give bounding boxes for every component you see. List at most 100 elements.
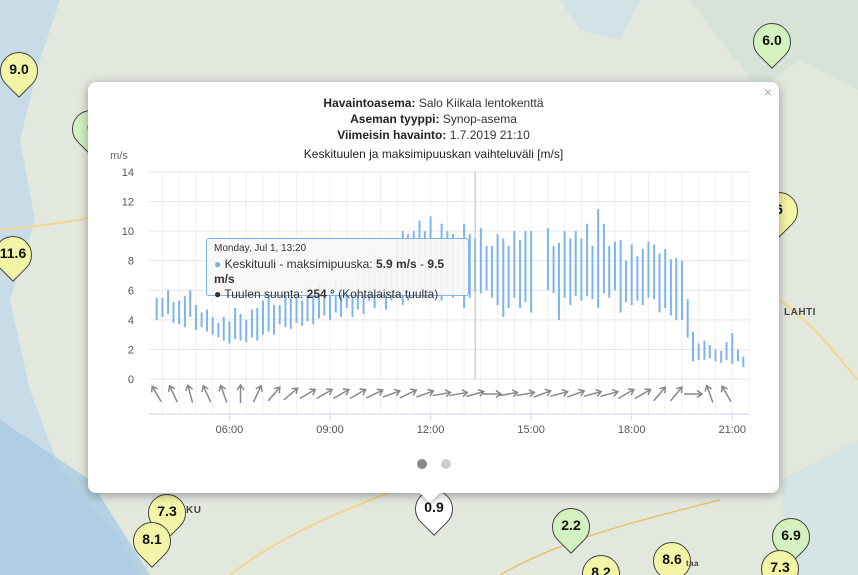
wind-range-bar <box>479 228 482 294</box>
arrow-head <box>185 384 194 392</box>
arrow-head <box>644 388 652 396</box>
wind-direction-arrow <box>349 388 367 400</box>
arrow-shaft <box>466 390 485 398</box>
weather-marker[interactable]: 2.2 <box>544 500 598 554</box>
wind-direction-arrow <box>167 384 178 403</box>
wind-range-bar <box>155 297 158 320</box>
weather-marker[interactable]: 11.6 <box>0 228 40 282</box>
wind-range-bar <box>552 245 555 294</box>
arrow-head <box>325 388 334 396</box>
wind-direction-arrow <box>218 384 228 403</box>
arrow-head <box>578 388 586 397</box>
wind-direction-arrow <box>416 388 435 398</box>
wind-range-bar <box>468 234 471 298</box>
arrow-head <box>444 389 452 398</box>
arrow-head <box>427 388 435 397</box>
wind-range-bar <box>647 241 650 298</box>
arrow-head <box>528 389 536 398</box>
wind-range-bar <box>557 242 560 320</box>
arrow-shaft <box>516 391 535 397</box>
wind-range-bar <box>183 296 186 328</box>
arrow-shaft <box>283 387 299 401</box>
arrow-shaft <box>721 385 732 403</box>
x-tick-label: 09:00 <box>316 424 344 436</box>
arrow-head <box>255 384 263 392</box>
arrow-shaft <box>316 388 333 400</box>
wind-direction-arrow <box>185 384 194 403</box>
wind-range-bar <box>708 344 711 359</box>
weather-marker[interactable]: 8.1 <box>125 514 179 568</box>
city-label: taa <box>686 559 700 568</box>
wind-range-bar <box>211 316 214 335</box>
wind-range-bar <box>261 300 264 335</box>
wind-range-bar <box>613 241 616 291</box>
arrow-shaft <box>299 388 316 400</box>
wind-direction-arrow <box>366 388 384 399</box>
wind-direction-arrows <box>150 383 732 403</box>
pager-dot-active[interactable] <box>417 459 427 469</box>
chart-title: Keskituulen ja maksimipuuskan vaihteluvä… <box>303 147 564 161</box>
wind-direction-arrow <box>432 389 452 398</box>
wind-range-bar <box>530 231 533 313</box>
arrow-shaft <box>219 385 228 403</box>
wind-range-bar <box>205 309 208 332</box>
weather-marker[interactable]: 6.9 <box>764 510 818 564</box>
wind-range-bar <box>725 342 728 360</box>
wind-range-bar <box>720 350 723 363</box>
wind-range-bar <box>306 285 309 322</box>
wind-range-bar <box>273 305 276 335</box>
wind-range-bar <box>323 285 326 316</box>
wind-direction-arrow <box>236 383 245 403</box>
wind-range-bar <box>608 245 611 298</box>
close-icon[interactable]: × <box>763 84 772 100</box>
city-label: LAHTI <box>784 307 816 318</box>
arrow-head <box>595 388 603 397</box>
y-tick-label: 6 <box>128 285 134 297</box>
wind-range-bar <box>234 308 237 340</box>
wind-direction-arrow <box>566 388 586 398</box>
weather-marker-selected[interactable]: 0.9 <box>407 482 461 536</box>
wind-range-bar <box>228 321 231 344</box>
weather-marker[interactable]: 7.3 <box>140 486 194 540</box>
wind-range-bar <box>703 340 706 360</box>
wind-range-bar <box>267 296 270 332</box>
arrow-head <box>544 388 552 397</box>
wind-direction-arrow <box>720 385 732 403</box>
wind-direction-arrow <box>499 389 519 398</box>
arrow-shaft <box>499 391 518 397</box>
weather-marker[interactable]: 8.6 <box>645 534 699 575</box>
wind-range-bar <box>329 290 332 320</box>
arrow-head <box>511 389 519 398</box>
wind-range-bar <box>563 231 566 298</box>
wind-range-bar <box>200 312 203 328</box>
tooltip-direction-row: ● Tuulen suunta: 254 ° (Kohtalaista tuul… <box>214 287 461 302</box>
weather-marker[interactable]: 8.2 <box>574 547 628 575</box>
arrow-shaft <box>432 391 451 397</box>
weather-marker[interactable]: 6.0 <box>745 15 799 69</box>
arrow-shaft <box>267 386 281 402</box>
weather-marker[interactable]: 9.0 <box>0 44 46 98</box>
arrow-head <box>359 388 367 396</box>
pager-dot[interactable] <box>441 459 451 469</box>
arrow-shaft <box>349 388 366 400</box>
wind-direction-arrow <box>316 388 334 400</box>
city-label: KU <box>186 505 202 516</box>
arrow-shaft <box>600 390 619 398</box>
wind-direction-arrow <box>449 389 469 398</box>
wind-direction-arrow <box>516 389 536 398</box>
wind-range-bar <box>496 234 499 306</box>
arrow-shaft <box>399 389 417 399</box>
wind-direction-arrow <box>533 388 552 398</box>
station-type-value: Synop-asema <box>442 112 517 126</box>
wind-range-bar <box>697 343 700 360</box>
arrow-head <box>218 384 227 392</box>
wind-direction-arrow <box>201 384 212 403</box>
weather-marker[interactable]: 7.3 <box>753 542 807 575</box>
arrow-head <box>495 389 503 399</box>
arrow-shaft <box>705 385 714 403</box>
wind-direction-arrow <box>150 385 162 403</box>
wind-direction-arrow <box>299 388 317 400</box>
wind-direction-arrow <box>283 387 299 401</box>
x-tick-label: 15:00 <box>517 424 545 436</box>
arrow-head <box>393 388 402 397</box>
